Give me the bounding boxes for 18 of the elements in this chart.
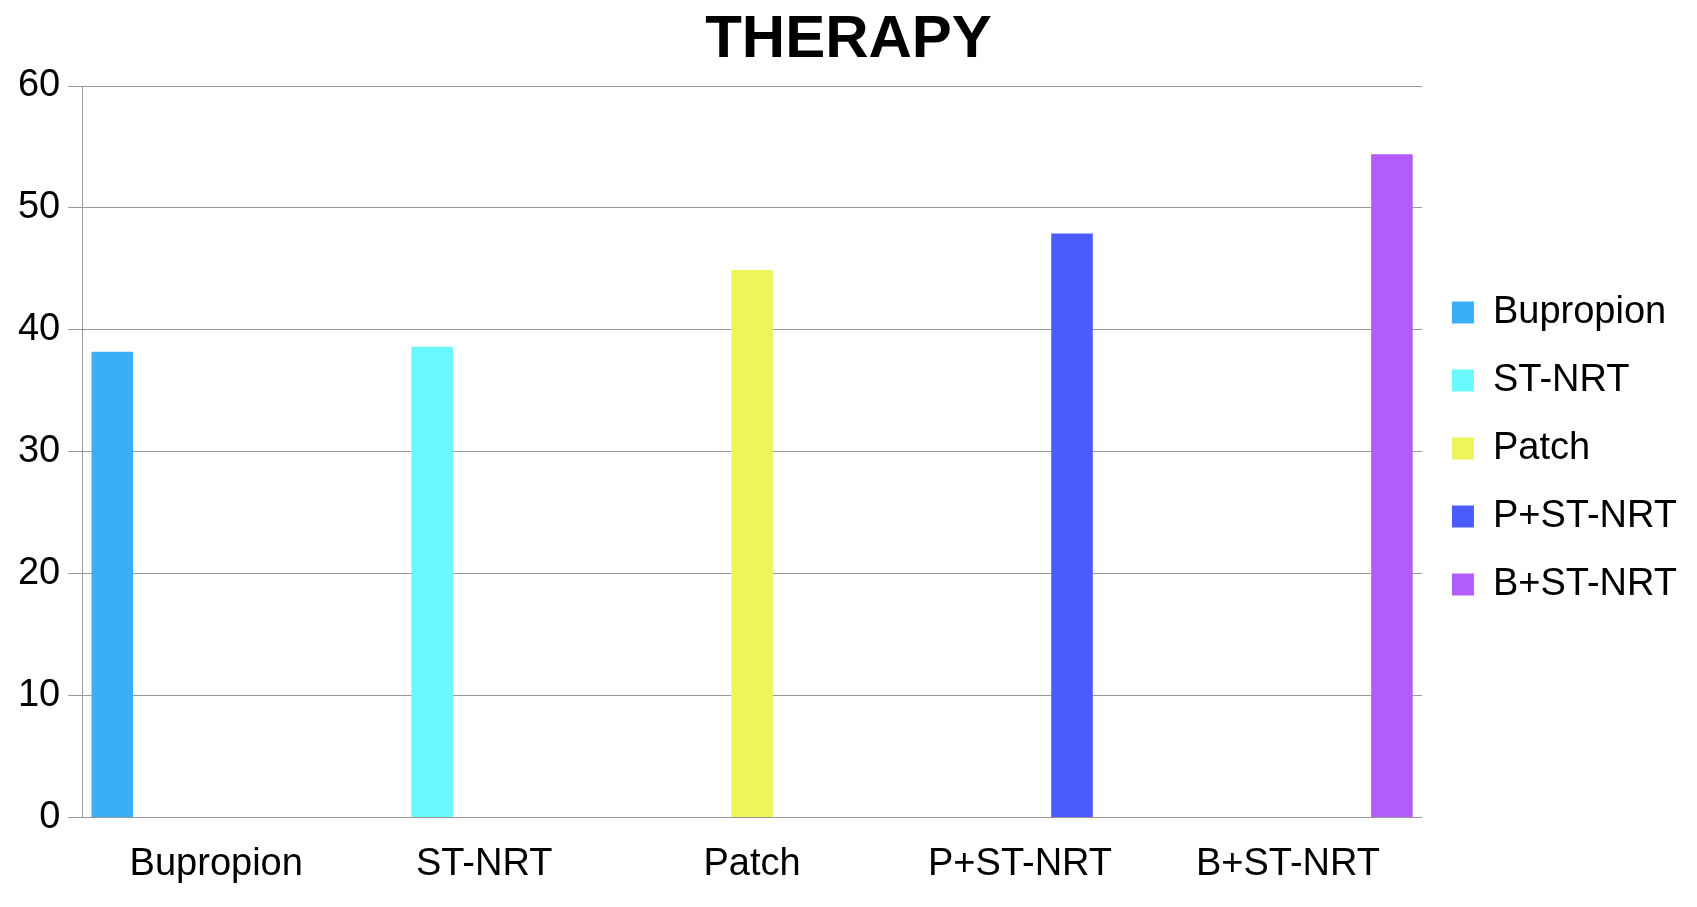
x-tick-label: ST-NRT [415, 840, 553, 883]
chart-title: THERAPY [705, 2, 992, 70]
x-tick-label: Patch [703, 840, 801, 883]
legend-label: Bupropion [1492, 288, 1667, 331]
y-tick-label: 40 [17, 306, 61, 349]
y-tick-label: 30 [17, 428, 61, 471]
y-tick-label: 10 [17, 671, 61, 714]
legend-label: P+ST-NRT [1492, 492, 1677, 535]
x-tick-label: Bupropion [129, 840, 303, 883]
legend-label: B+ST-NRT [1492, 560, 1677, 603]
legend-label: Patch [1492, 424, 1591, 467]
y-tick-label: 0 [39, 793, 61, 836]
legend-label: ST-NRT [1492, 356, 1630, 399]
y-tick-label: 60 [17, 62, 61, 105]
x-tick-label: B+ST-NRT [1195, 840, 1380, 883]
y-tick-label: 20 [17, 550, 61, 593]
y-tick-label: 50 [17, 184, 61, 227]
x-tick-label: P+ST-NRT [928, 840, 1113, 883]
